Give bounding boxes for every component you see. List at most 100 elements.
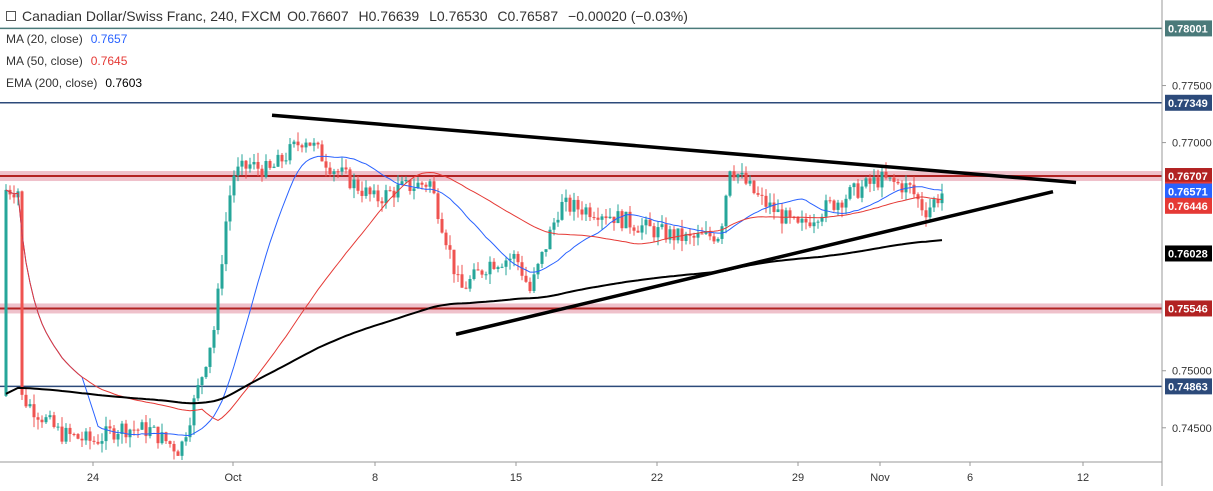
moving-averages xyxy=(5,155,943,437)
candle-body xyxy=(900,183,904,193)
candle-body xyxy=(836,202,840,210)
y-tick-label: 0.75000 xyxy=(1172,366,1212,378)
candle-body xyxy=(756,193,760,195)
candle-body xyxy=(292,141,296,145)
candle-body xyxy=(536,263,540,275)
axis-marker-label: 0.76571 xyxy=(1168,187,1208,199)
candle-body xyxy=(844,198,848,208)
candle-body xyxy=(220,264,224,289)
candle-body xyxy=(584,207,588,215)
price-level-label-box xyxy=(1165,300,1212,317)
candle-body xyxy=(28,404,32,407)
candle-body xyxy=(128,429,132,438)
candle-body xyxy=(496,267,500,269)
low-value: L0.76530 xyxy=(429,8,488,24)
open-value: O0.76607 xyxy=(287,8,349,24)
candle-body xyxy=(456,274,460,276)
candle-body xyxy=(136,429,140,431)
candle-body xyxy=(864,178,868,187)
close-value: C0.76587 xyxy=(497,8,559,24)
candle-body xyxy=(796,217,800,223)
candle-body xyxy=(640,225,644,233)
candle-body xyxy=(100,441,104,444)
trendlines[interactable] xyxy=(271,113,1077,336)
candle-body xyxy=(540,251,544,264)
candle-body xyxy=(468,279,472,289)
candle-body xyxy=(244,160,248,169)
candle-body xyxy=(152,426,156,428)
candle-body xyxy=(308,142,312,146)
candle-body xyxy=(452,249,456,275)
indicator-ema200[interactable]: EMA (200, close) 0.7603 xyxy=(6,76,694,90)
candle-body xyxy=(360,190,364,196)
candle-body xyxy=(776,209,780,213)
candle-body xyxy=(924,210,928,218)
candle-body xyxy=(272,166,276,168)
candle-body xyxy=(80,438,84,441)
symbol-title[interactable]: Canadian Dollar/Swiss Franc, 240, FXCM xyxy=(22,8,282,24)
candle-body xyxy=(848,187,852,199)
candle-body xyxy=(712,236,716,242)
candle-body xyxy=(348,169,352,189)
candle-body xyxy=(500,266,504,268)
candle-body xyxy=(248,164,252,169)
candle-body xyxy=(648,219,652,227)
collapse-icon[interactable] xyxy=(6,11,16,21)
candle-body xyxy=(200,377,204,386)
candle-body xyxy=(492,261,496,269)
price-zones xyxy=(0,27,1162,388)
candle-body xyxy=(320,144,324,162)
candle-body xyxy=(224,221,228,265)
candle-body xyxy=(60,426,64,442)
candle-body xyxy=(912,184,916,195)
candle-body xyxy=(576,199,580,210)
candle-body xyxy=(164,432,168,442)
candle-body xyxy=(108,426,112,429)
candle-body xyxy=(176,451,180,456)
indicator-ma20[interactable]: MA (20, close) 0.7657 xyxy=(6,32,694,46)
candle-body xyxy=(728,171,732,196)
candle-body xyxy=(624,211,628,229)
candle-body xyxy=(168,441,172,444)
indicator-ma50[interactable]: MA (50, close) 0.7645 xyxy=(6,54,694,68)
candle-body xyxy=(116,433,120,440)
y-tick-label: 0.77500 xyxy=(1172,81,1212,93)
candle-body xyxy=(596,217,600,220)
candle-body xyxy=(240,160,244,167)
candle-body xyxy=(508,258,512,261)
candle-body xyxy=(340,167,344,172)
candle-body xyxy=(124,423,128,438)
indicator-value: 0.7657 xyxy=(90,32,128,46)
price-level-label: 0.76707 xyxy=(1168,171,1208,183)
candle-body xyxy=(312,142,316,146)
candles[interactable] xyxy=(4,132,944,460)
candle-body xyxy=(480,270,484,275)
candle-body xyxy=(288,144,292,161)
candle-body xyxy=(420,182,424,185)
candle-body xyxy=(172,443,176,452)
candle-body xyxy=(276,154,280,167)
candle-body xyxy=(20,191,24,395)
x-tick-label: Nov xyxy=(870,472,890,484)
price-level-label-box xyxy=(1165,168,1212,185)
candle-body xyxy=(144,422,148,437)
candle-body xyxy=(228,195,232,222)
candle-body xyxy=(560,201,564,220)
candle-body xyxy=(572,199,576,212)
candle-body xyxy=(840,202,844,208)
candle-body xyxy=(588,207,592,218)
candle-body xyxy=(316,142,320,145)
candle-body xyxy=(72,434,76,436)
candle-body xyxy=(772,202,776,213)
candle-body xyxy=(56,426,60,428)
candle-body xyxy=(104,426,108,442)
axis-labels: 0.78001 0.77349 0.76707 0.75546 0.74863 0.765… xyxy=(1165,20,1212,395)
candle-body xyxy=(380,201,384,204)
candle-body xyxy=(436,193,440,220)
candle-body xyxy=(132,429,136,431)
candle-body xyxy=(672,229,676,241)
candle-body xyxy=(656,227,660,238)
candle-body xyxy=(592,217,596,219)
